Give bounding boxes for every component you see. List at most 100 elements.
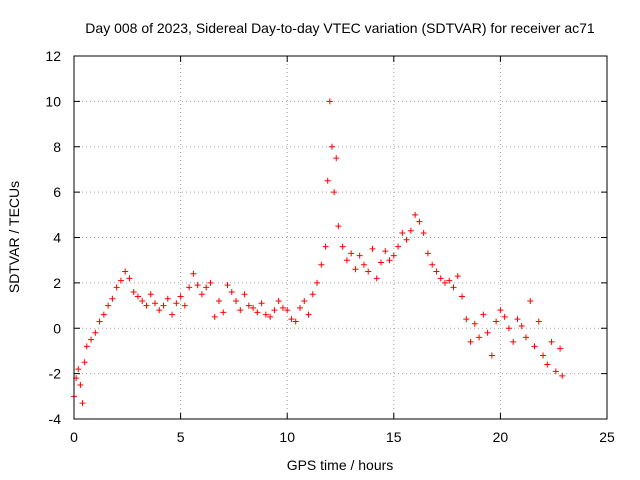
- data-point: [331, 189, 338, 196]
- data-point: [314, 279, 321, 286]
- y-tick-label: -4: [49, 411, 62, 427]
- data-point: [446, 277, 453, 284]
- x-tick-label: 5: [177, 429, 185, 445]
- data-point: [326, 98, 333, 105]
- data-point: [395, 243, 402, 250]
- data-point: [81, 359, 88, 366]
- data-point: [160, 302, 167, 309]
- data-point: [535, 318, 542, 325]
- data-point: [352, 266, 359, 273]
- data-point: [203, 284, 210, 291]
- grid-lines: [74, 56, 607, 419]
- data-point: [459, 293, 466, 300]
- data-point: [305, 311, 312, 318]
- data-point: [324, 177, 331, 184]
- data-point: [501, 313, 508, 320]
- data-point: [527, 298, 534, 305]
- data-point: [369, 245, 376, 252]
- data-point: [467, 338, 474, 345]
- data-point: [339, 243, 346, 250]
- data-point: [424, 250, 431, 257]
- data-point: [333, 155, 340, 162]
- data-point: [109, 295, 116, 302]
- x-tick-labels: 0 5 10 15 20 25: [70, 429, 615, 445]
- data-point: [365, 268, 372, 275]
- data-point: [271, 307, 278, 314]
- y-tick-label: 4: [53, 230, 61, 246]
- data-point: [169, 311, 176, 318]
- data-point: [156, 307, 163, 314]
- data-point: [262, 311, 269, 318]
- data-point: [267, 313, 274, 320]
- data-point: [548, 338, 555, 345]
- y-tick-label: 12: [45, 48, 61, 64]
- data-point: [164, 295, 171, 302]
- data-point: [518, 322, 525, 329]
- data-point: [186, 284, 193, 291]
- data-point: [79, 400, 86, 407]
- data-point: [407, 227, 414, 234]
- data-point: [488, 352, 495, 359]
- data-point: [177, 293, 184, 300]
- data-point: [348, 250, 355, 257]
- data-point: [245, 302, 252, 309]
- data-point: [540, 352, 547, 359]
- data-point: [322, 243, 329, 250]
- x-tick-label: 15: [386, 429, 402, 445]
- data-point: [328, 143, 335, 150]
- data-point: [522, 334, 529, 341]
- data-point: [373, 275, 380, 282]
- data-point: [318, 261, 325, 268]
- data-point: [476, 334, 483, 341]
- data-point: [433, 268, 440, 275]
- data-point: [88, 336, 95, 343]
- data-point: [220, 309, 227, 316]
- data-point: [100, 311, 107, 318]
- data-point: [228, 288, 235, 295]
- x-tick-label: 25: [599, 429, 615, 445]
- data-point: [378, 259, 385, 266]
- data-point: [288, 316, 295, 323]
- data-point: [390, 252, 397, 259]
- data-point: [382, 248, 389, 255]
- data-point: [117, 277, 124, 284]
- data-point: [126, 275, 133, 282]
- data-points: [71, 98, 566, 407]
- data-point: [296, 304, 303, 311]
- x-tick-label: 10: [279, 429, 295, 445]
- data-point: [237, 307, 244, 314]
- data-point: [75, 366, 82, 373]
- data-point: [557, 345, 564, 352]
- x-tick-label: 0: [70, 429, 78, 445]
- data-point: [360, 261, 367, 268]
- data-point: [241, 291, 248, 298]
- axis-ticks: [73, 55, 608, 420]
- data-point: [510, 338, 517, 345]
- data-point: [275, 298, 282, 305]
- data-point: [493, 318, 500, 325]
- data-point: [207, 279, 214, 286]
- data-point: [113, 284, 120, 291]
- data-point: [190, 270, 197, 277]
- y-tick-label: 2: [53, 275, 61, 291]
- data-point: [484, 329, 491, 336]
- data-point: [343, 257, 350, 264]
- data-point: [480, 311, 487, 318]
- y-tick-label: 6: [53, 184, 61, 200]
- data-point: [152, 300, 159, 307]
- data-point: [544, 361, 551, 368]
- data-point: [194, 282, 201, 289]
- data-point: [77, 381, 84, 388]
- chart-title: Day 008 of 2023, Sidereal Day-to-day VTE…: [85, 20, 595, 36]
- y-tick-label: 0: [53, 320, 61, 336]
- data-point: [258, 300, 265, 307]
- data-point: [198, 291, 205, 298]
- data-point: [254, 309, 261, 316]
- data-point: [211, 313, 218, 320]
- data-point: [224, 282, 231, 289]
- data-point: [514, 316, 521, 323]
- data-point: [130, 288, 137, 295]
- data-point: [122, 268, 129, 275]
- data-point: [105, 302, 112, 309]
